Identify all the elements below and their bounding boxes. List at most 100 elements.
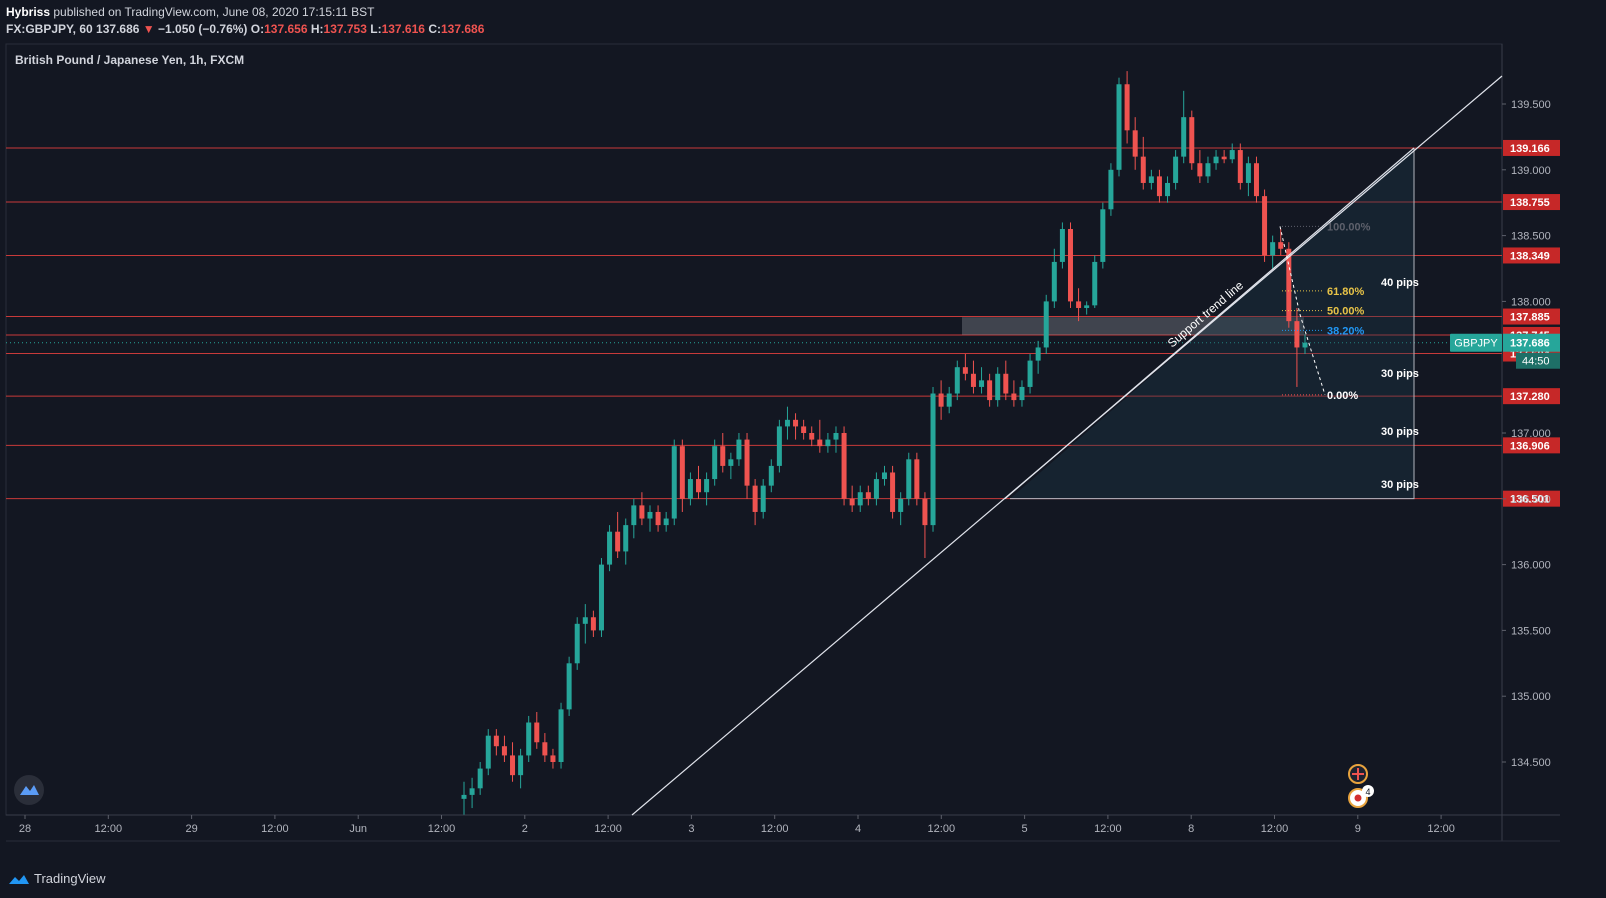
candle[interactable] (1043, 294, 1049, 355)
candle[interactable] (1189, 110, 1195, 170)
candle[interactable] (647, 505, 653, 532)
candle[interactable] (590, 610, 596, 637)
candle[interactable] (841, 426, 847, 506)
candle[interactable] (712, 439, 718, 486)
candle[interactable] (1237, 143, 1243, 190)
candle[interactable] (1294, 307, 1300, 387)
candle[interactable] (469, 777, 475, 809)
tradingview-brand[interactable]: TradingView (8, 871, 106, 886)
candle[interactable] (849, 485, 855, 512)
candle[interactable] (518, 748, 524, 789)
candle[interactable] (558, 702, 564, 769)
candle[interactable] (833, 426, 839, 453)
projection-path[interactable] (1279, 226, 1326, 395)
candle[interactable] (720, 433, 726, 473)
candle[interactable] (574, 617, 580, 670)
candle[interactable] (817, 419, 823, 453)
candle[interactable] (736, 433, 742, 466)
candle[interactable] (485, 729, 491, 776)
candle[interactable] (501, 735, 507, 762)
candle[interactable] (938, 380, 944, 420)
candle[interactable] (1092, 255, 1098, 308)
candle[interactable] (1100, 202, 1106, 269)
candle[interactable] (615, 511, 621, 559)
candle[interactable] (1181, 90, 1187, 164)
candle[interactable] (1059, 222, 1065, 269)
candle[interactable] (598, 558, 604, 637)
candle[interactable] (687, 472, 693, 506)
candle[interactable] (1067, 222, 1073, 308)
candle[interactable] (865, 485, 871, 506)
candle[interactable] (1132, 117, 1138, 170)
candle[interactable] (898, 492, 904, 526)
candle[interactable] (461, 781, 467, 815)
candle[interactable] (954, 360, 960, 401)
candle[interactable] (728, 452, 734, 480)
candle[interactable] (882, 465, 887, 486)
candle[interactable] (890, 465, 896, 519)
candle[interactable] (566, 656, 572, 716)
candle[interactable] (995, 367, 1001, 407)
candle[interactable] (1019, 380, 1025, 407)
candle[interactable] (526, 715, 532, 762)
measure-diagonal[interactable] (1004, 147, 1415, 500)
candle[interactable] (1011, 380, 1017, 407)
candle[interactable] (1116, 77, 1122, 177)
candle[interactable] (1229, 143, 1235, 164)
candle[interactable] (1221, 150, 1227, 164)
candle[interactable] (1156, 169, 1162, 203)
candle[interactable] (760, 479, 766, 519)
candle[interactable] (744, 433, 750, 499)
candle[interactable] (1035, 340, 1041, 374)
candle[interactable] (493, 729, 499, 756)
candle[interactable] (1253, 156, 1259, 203)
candle[interactable] (1140, 136, 1146, 190)
candle[interactable] (639, 492, 645, 526)
candle[interactable] (873, 472, 879, 506)
candle[interactable] (671, 439, 677, 526)
candle[interactable] (970, 360, 976, 394)
candle[interactable] (784, 406, 790, 440)
candle[interactable] (1278, 229, 1284, 256)
candle[interactable] (914, 452, 920, 506)
candle[interactable] (704, 472, 710, 506)
candle[interactable] (1124, 71, 1130, 144)
candle[interactable] (1302, 334, 1308, 355)
candle[interactable] (1148, 169, 1154, 190)
candle[interactable] (825, 433, 831, 453)
candle[interactable] (1051, 248, 1057, 308)
candle[interactable] (696, 465, 702, 499)
candle[interactable] (1173, 150, 1179, 190)
candle[interactable] (962, 354, 968, 381)
candle[interactable] (1197, 150, 1203, 183)
candle[interactable] (987, 373, 993, 407)
candle[interactable] (1076, 288, 1082, 322)
candle[interactable] (550, 748, 556, 769)
candle[interactable] (655, 505, 661, 532)
measure-box-outline[interactable] (1010, 147, 1415, 500)
candle[interactable] (906, 452, 912, 506)
candle[interactable] (946, 386, 952, 414)
candle[interactable] (793, 413, 799, 440)
candle[interactable] (1213, 150, 1219, 170)
candle[interactable] (607, 525, 613, 572)
candle[interactable] (1027, 354, 1033, 394)
candle[interactable] (1245, 156, 1251, 197)
candle[interactable] (623, 518, 629, 565)
candle[interactable] (534, 711, 540, 749)
candle[interactable] (663, 511, 669, 532)
candle[interactable] (1205, 156, 1211, 183)
candle[interactable] (809, 426, 815, 447)
candle[interactable] (1262, 189, 1268, 262)
candle[interactable] (542, 733, 548, 762)
candle[interactable] (1084, 301, 1090, 315)
candle[interactable] (582, 604, 588, 644)
candle[interactable] (801, 419, 807, 440)
candle[interactable] (752, 479, 758, 526)
candle[interactable] (979, 367, 985, 394)
candle[interactable] (768, 459, 774, 493)
candle[interactable] (1165, 176, 1171, 203)
author-name[interactable]: Hybriss (6, 5, 51, 19)
candle[interactable] (510, 742, 516, 782)
